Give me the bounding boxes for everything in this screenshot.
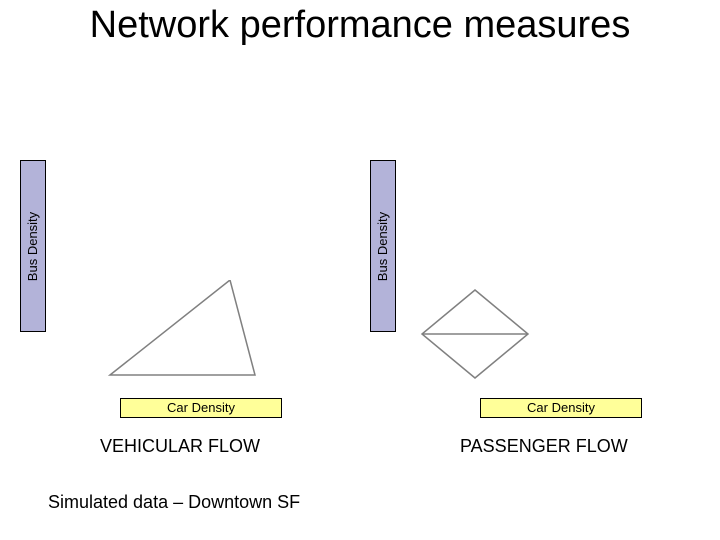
right-y-axis-label: Bus Density bbox=[376, 211, 391, 280]
left-panel-caption: VEHICULAR FLOW bbox=[100, 436, 260, 457]
right-y-axis-box: Bus Density bbox=[370, 160, 396, 332]
right-x-axis-box: Car Density bbox=[480, 398, 642, 418]
footer-note: Simulated data – Downtown SF bbox=[48, 492, 300, 513]
right-panel-caption: PASSENGER FLOW bbox=[460, 436, 628, 457]
slide: Network performance measures Bus Density… bbox=[0, 0, 720, 540]
left-y-axis-box: Bus Density bbox=[20, 160, 46, 332]
left-y-axis-label: Bus Density bbox=[26, 211, 41, 280]
slide-title: Network performance measures bbox=[0, 4, 720, 47]
left-x-axis-label: Car Density bbox=[167, 400, 235, 415]
right-x-axis-label: Car Density bbox=[527, 400, 595, 415]
right-diamond-shape bbox=[420, 288, 530, 380]
left-x-axis-box: Car Density bbox=[120, 398, 282, 418]
left-triangle-shape bbox=[80, 280, 260, 380]
